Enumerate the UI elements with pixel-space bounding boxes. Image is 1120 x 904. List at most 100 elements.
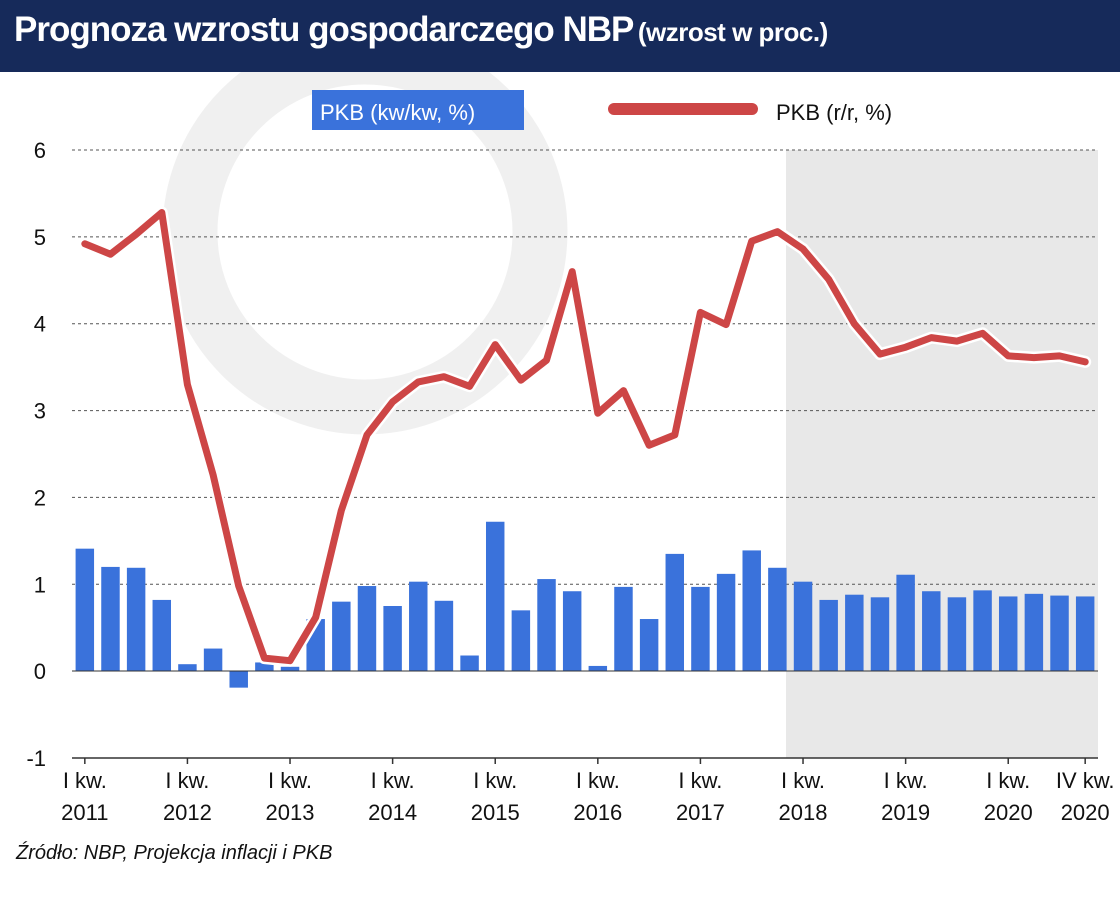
y-axis: 6 5 4 3 2 1 0 -1 [26, 138, 46, 771]
bar [870, 597, 890, 672]
line-series [78, 206, 1092, 667]
x-tick-label-quarter: I kw. [781, 768, 825, 793]
line-point [366, 434, 368, 436]
line-point [622, 390, 624, 392]
bar [460, 655, 479, 672]
bar [357, 586, 377, 672]
line-point [597, 412, 599, 414]
line-point [699, 311, 701, 313]
bar [896, 574, 915, 672]
x-tick-label-year: 2017 [676, 800, 725, 825]
x-tick-label-year: 2020 [1061, 800, 1110, 825]
line-point [443, 376, 445, 378]
chart-title-sub: (wzrost w proc.) [637, 17, 828, 47]
line-point [340, 509, 342, 511]
bar [998, 596, 1018, 672]
bar [639, 619, 659, 672]
bar [537, 579, 556, 672]
y-tick-label: 2 [34, 485, 46, 510]
bar [511, 610, 531, 672]
bar [691, 586, 710, 672]
x-axis: I kw. 2011 I kw. 2012 I kw. 2013 I kw. 2014 I kw… [61, 758, 1115, 825]
y-tick-label: 1 [34, 572, 46, 597]
x-tick-label-year: 2019 [881, 800, 930, 825]
line-point [648, 444, 650, 446]
x-tick-label-year: 2013 [266, 800, 315, 825]
line-point [469, 385, 471, 387]
bar [409, 581, 428, 672]
bar [255, 662, 274, 672]
line-point [546, 359, 548, 361]
bar [614, 586, 633, 672]
line-point [238, 585, 240, 587]
bar [845, 594, 864, 672]
line-point [1007, 355, 1009, 357]
y-tick-label: 4 [34, 312, 46, 337]
bar [434, 600, 454, 672]
bar [973, 590, 992, 672]
bar [947, 597, 967, 672]
line-point [674, 434, 676, 436]
line-point [776, 231, 778, 233]
bar [152, 599, 172, 672]
line-point [494, 344, 496, 346]
x-tick-label-year: 2014 [368, 800, 417, 825]
line-point [751, 240, 753, 242]
watermark-logo [162, 72, 568, 435]
bar [819, 599, 838, 672]
line-point [84, 243, 86, 245]
bar [126, 567, 146, 672]
x-tick-label-quarter: I kw. [576, 768, 620, 793]
x-tick-label-quarter: I kw. [63, 768, 107, 793]
line-point [930, 337, 932, 339]
bar [1050, 595, 1069, 672]
bar [101, 566, 120, 672]
bar [485, 521, 505, 672]
line-point [186, 384, 188, 386]
x-tick-label-year: 2012 [163, 800, 212, 825]
line-point [982, 332, 984, 334]
bar [75, 548, 95, 672]
line-point [315, 616, 317, 618]
x-tick-label-quarter: I kw. [986, 768, 1030, 793]
line-point [1059, 355, 1061, 357]
line-point [905, 346, 907, 348]
line-point [289, 660, 291, 662]
line-point [417, 381, 419, 383]
y-tick-label: 5 [34, 225, 46, 250]
line-point [879, 353, 881, 355]
x-tick-label-quarter: I kw. [473, 768, 517, 793]
x-tick-label-year: 2015 [471, 800, 520, 825]
bar [332, 601, 351, 672]
x-tick-label-year: 2016 [573, 800, 622, 825]
x-tick-label-quarter: IV kw. [1056, 768, 1115, 793]
chart-title-main: Prognoza wzrostu gospodarczego NBP [14, 10, 634, 49]
bar [178, 664, 197, 672]
bar [716, 573, 736, 672]
y-tick-label: 6 [34, 138, 46, 163]
bar [742, 550, 761, 672]
line-point [1033, 357, 1035, 359]
bar [1024, 593, 1044, 672]
y-tick-label: 3 [34, 399, 46, 424]
legend-bar-label: PKB (kw/kw, %) [320, 100, 475, 125]
bar [229, 671, 248, 688]
bar [562, 591, 582, 672]
line-point [263, 657, 265, 659]
legend-item-bar: PKB (kw/kw, %) [312, 90, 524, 130]
y-tick-label: 0 [34, 659, 46, 684]
line-point [828, 278, 830, 280]
line-point [853, 323, 855, 325]
line-point [392, 401, 394, 403]
forecast-shade [786, 150, 1098, 758]
title-bar: Prognoza wzrostu gospodarczego NBP (wzro… [0, 0, 1120, 72]
x-tick-label-quarter: I kw. [268, 768, 312, 793]
bar [383, 606, 402, 672]
bar [280, 666, 300, 672]
x-tick-label-quarter: I kw. [371, 768, 415, 793]
line-point [1084, 361, 1086, 363]
x-tick-label-year: 2011 [61, 800, 108, 825]
y-tick-label: -1 [26, 746, 46, 771]
chart-title: Prognoza wzrostu gospodarczego NBP (wzro… [14, 10, 828, 50]
